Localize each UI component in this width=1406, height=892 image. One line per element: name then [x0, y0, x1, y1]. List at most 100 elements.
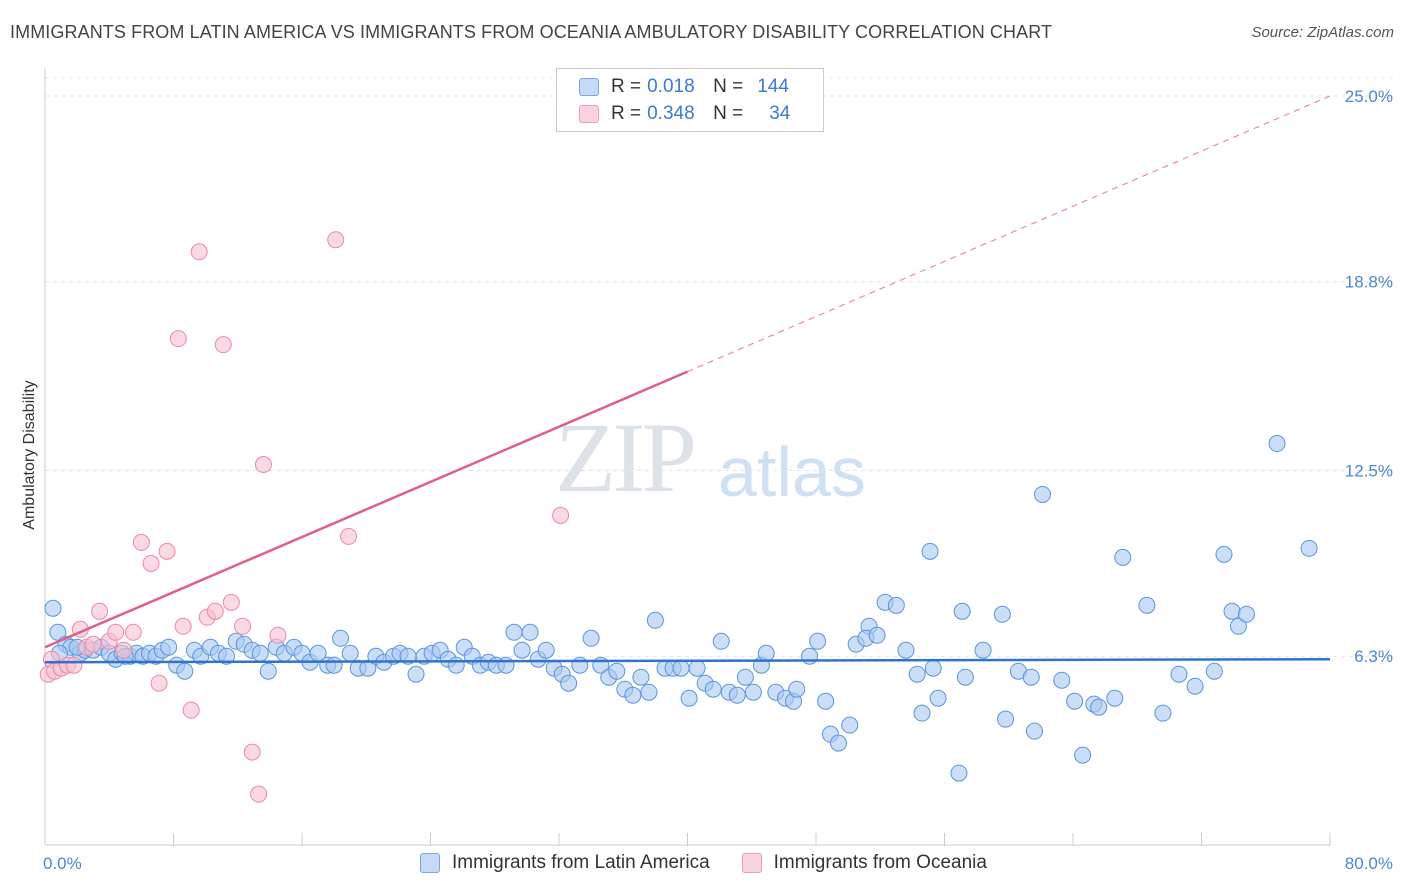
latin-america-point: [1170, 665, 1188, 683]
legend-n-label: N =: [713, 76, 744, 97]
latin-america-point: [341, 644, 359, 662]
series-legend: Immigrants from Latin America Immigrants…: [420, 852, 1019, 874]
latin-america-point: [950, 764, 968, 782]
oceania-point: [65, 656, 83, 674]
watermark-atlas: atlas: [718, 433, 866, 511]
x-tick-label: 0.0%: [43, 854, 82, 873]
oceania-point: [182, 701, 200, 719]
latin-america-point: [582, 629, 600, 647]
latin-america-point: [1022, 668, 1040, 686]
series-legend-oceania: Immigrants from Oceania: [741, 852, 987, 874]
latin-america-point: [1205, 662, 1223, 680]
oceania-point: [158, 542, 176, 560]
latin-america-point: [218, 647, 236, 665]
y-tick-label: 18.8%: [1345, 273, 1393, 292]
latin-america-point: [1215, 545, 1233, 563]
latin-america-point: [913, 704, 931, 722]
oceania-point: [169, 330, 187, 348]
oceania-point: [234, 617, 252, 635]
latin-america-point: [1025, 722, 1043, 740]
oceania-point: [107, 623, 125, 641]
oceania-point: [142, 554, 160, 572]
latin-america-point: [49, 623, 67, 641]
oceania-point: [340, 527, 358, 545]
correlation-legend: R = 0.018 N = 144 R = 0.348 N = 34: [556, 68, 824, 132]
oceania-point: [254, 455, 272, 473]
oceania-point: [269, 626, 287, 644]
latin-america-point: [359, 659, 377, 677]
latin-america-point: [924, 659, 942, 677]
latin-america-point: [1237, 605, 1255, 623]
latin-america-point: [521, 623, 539, 641]
latin-america-point: [868, 626, 886, 644]
oceania-point: [327, 231, 345, 249]
latin-america-point: [680, 689, 698, 707]
x-tick-label: 80.0%: [1345, 854, 1393, 873]
latin-america-point: [513, 641, 531, 659]
y-tick-label: 12.5%: [1345, 461, 1393, 480]
latin-america-point: [1090, 698, 1108, 716]
legend-row-latin-america: R = 0.018 N = 144: [579, 73, 789, 101]
series-label-latin-america: Immigrants from Latin America: [452, 852, 710, 873]
latin-america-point: [801, 647, 819, 665]
legend-n-value: 144: [757, 76, 789, 97]
source-label: Source: ZipAtlas.com: [1251, 24, 1394, 41]
oceania-trend-line: [44, 370, 688, 649]
legend-r-value: 0.018: [647, 76, 695, 97]
latin-america-point: [160, 638, 178, 656]
latin-america-point: [332, 629, 350, 647]
series-swatch-blue: [420, 853, 440, 873]
latin-america-point: [744, 683, 762, 701]
latin-america-point: [624, 686, 642, 704]
latin-america-point: [608, 662, 626, 680]
oceania-point: [84, 635, 102, 653]
oceania-point: [91, 602, 109, 620]
latin-america-point: [736, 668, 754, 686]
latin-america-point: [929, 689, 947, 707]
latin-america-point: [560, 674, 578, 692]
latin-america-point: [953, 602, 971, 620]
latin-america-point: [646, 611, 664, 629]
oceania-point: [190, 243, 208, 261]
latin-america-point: [1106, 689, 1124, 707]
latin-america-point: [908, 665, 926, 683]
latin-america-point: [1223, 602, 1241, 620]
legend-r-label: R =: [611, 103, 642, 124]
oceania-point: [150, 674, 168, 692]
legend-row-oceania: R = 0.348 N = 34: [579, 100, 790, 128]
latin-america-point: [829, 734, 847, 752]
oceania-point: [214, 336, 232, 354]
y-tick-label: 25.0%: [1345, 87, 1393, 106]
series-legend-latin-america: Immigrants from Latin America: [420, 852, 710, 874]
latin-america-point: [817, 692, 835, 710]
latin-america-point: [1300, 539, 1318, 557]
legend-swatch-pink: [579, 105, 599, 123]
latin-america-point: [921, 542, 939, 560]
latin-america-point: [897, 641, 915, 659]
watermark-zip: ZIP: [555, 402, 697, 513]
latin-america-point: [176, 662, 194, 680]
legend-n-value: 34: [769, 103, 791, 124]
latin-america-point: [1138, 596, 1156, 614]
latin-america-trend-line: [44, 657, 1331, 664]
series-swatch-pink: [741, 853, 762, 873]
latin-america-point: [1154, 704, 1172, 722]
latin-america-point: [1114, 548, 1132, 566]
latin-america-point: [809, 632, 827, 650]
latin-america-point: [44, 599, 62, 617]
latin-america-point: [1074, 746, 1092, 764]
latin-america-point: [632, 668, 650, 686]
oceania-point: [552, 506, 570, 524]
latin-america-point: [1268, 435, 1286, 453]
legend-swatch-blue: [579, 78, 599, 96]
oceania-point: [206, 602, 224, 620]
latin-america-point: [640, 683, 658, 701]
latin-america-point: [1033, 485, 1051, 503]
latin-america-point: [728, 686, 746, 704]
legend-r-value: 0.348: [647, 103, 695, 124]
oceania-trend-extension: [687, 95, 1331, 373]
latin-america-point: [757, 644, 775, 662]
oceania-point: [174, 617, 192, 635]
latin-america-point: [841, 716, 859, 734]
latin-america-point: [956, 668, 974, 686]
